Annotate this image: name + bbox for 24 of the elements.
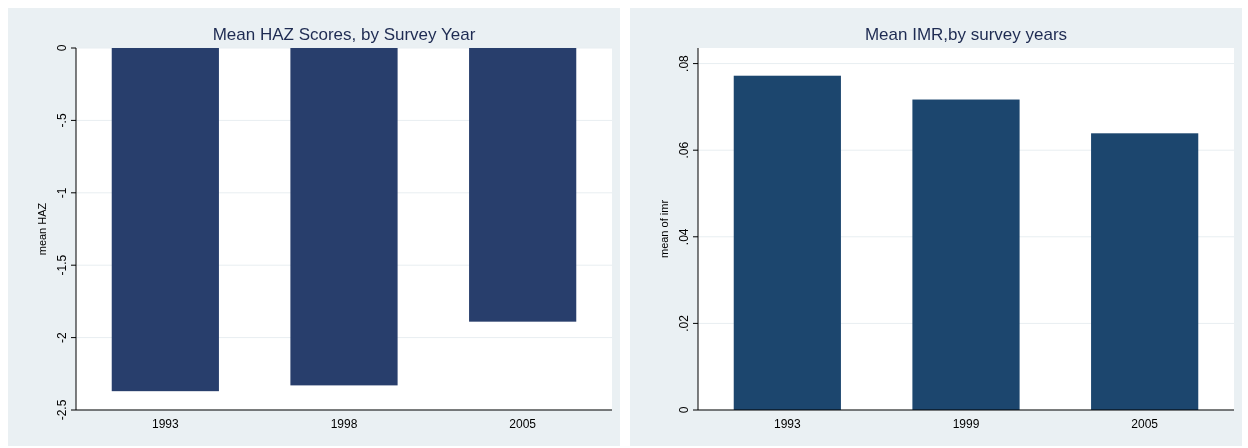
x-tick-label: 1993 <box>151 417 179 431</box>
x-tick-label: 1993 <box>773 417 801 431</box>
chart-title: Mean HAZ Scores, by Survey Year <box>212 25 476 44</box>
y-tick-label: -2.5 <box>55 399 69 421</box>
y-tick-label: .08 <box>677 54 691 72</box>
bar <box>1091 133 1199 410</box>
bar <box>733 75 841 410</box>
y-tick-label: .02 <box>677 314 691 332</box>
y-axis-title: mean of imr <box>658 199 670 259</box>
bar <box>912 99 1020 410</box>
y-tick-label: 0 <box>677 406 691 414</box>
y-tick-label: -.5 <box>55 113 69 128</box>
x-tick-label: 1999 <box>952 417 980 431</box>
y-tick-label: -1 <box>55 187 69 199</box>
y-axis-title: mean HAZ <box>36 202 48 256</box>
y-tick-label: 0 <box>55 44 69 52</box>
chart-title: Mean IMR,by survey years <box>864 25 1068 44</box>
x-tick-label: 2005 <box>509 417 537 431</box>
x-tick-label: 1998 <box>330 417 358 431</box>
y-tick-label: .06 <box>677 141 691 159</box>
x-tick-label: 2005 <box>1131 417 1159 431</box>
y-tick-label: -2 <box>55 331 69 343</box>
y-tick-label: -1.5 <box>55 254 69 276</box>
y-tick-label: .04 <box>677 228 691 246</box>
